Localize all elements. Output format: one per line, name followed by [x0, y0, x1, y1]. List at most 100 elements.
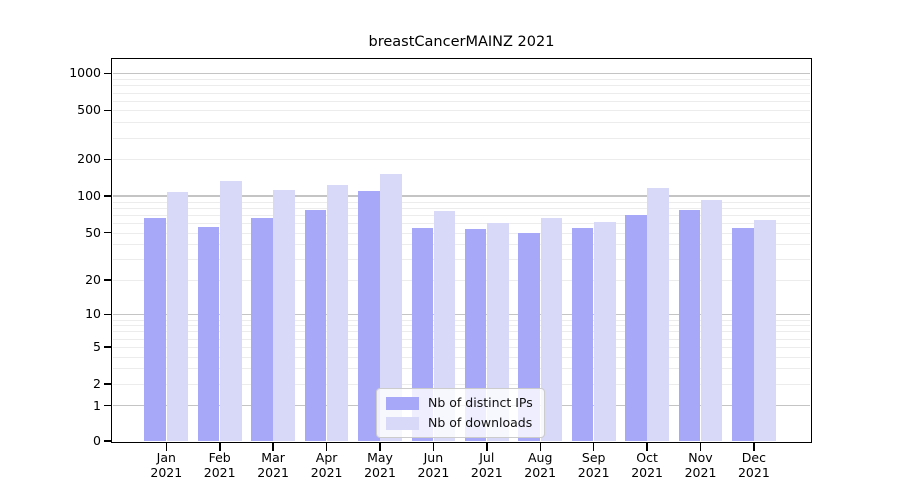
- bar-nb-of-distinct-ips-mar-2021: [251, 217, 273, 441]
- gridline-y-400: [113, 122, 810, 124]
- bar-nb-of-distinct-ips-feb-2021: [197, 226, 220, 441]
- bar-nb-of-distinct-ips-sep-2021: [571, 228, 594, 441]
- legend-label-distinct-ips: Nb of distinct IPs: [428, 395, 533, 410]
- gridline-y-5: [113, 346, 810, 348]
- bar-nb-of-distinct-ips-nov-2021: [678, 209, 701, 441]
- x-tick-jun-2021: [432, 443, 435, 451]
- gridline-y-500: [113, 110, 810, 112]
- bar-nb-of-distinct-ips-may-2021: [358, 190, 380, 441]
- y-tick-20: [104, 279, 111, 281]
- legend-swatch-downloads: [386, 416, 419, 430]
- y-tick-label-0: 0: [93, 433, 101, 448]
- x-tick-oct-2021: [646, 443, 648, 451]
- bar-nb-of-downloads-feb-2021: [220, 180, 242, 441]
- x-tick-jan-2021: [165, 443, 167, 451]
- y-tick-50: [104, 231, 111, 234]
- bar-nb-of-distinct-ips-jun-2021: [411, 227, 434, 441]
- bar-nb-of-downloads-dec-2021: [754, 219, 776, 441]
- gridline-y-30: [113, 259, 810, 261]
- gridline-y-20: [113, 279, 810, 281]
- gridline-y-4: [113, 356, 810, 358]
- bar-nb-of-distinct-ips-apr-2021: [304, 209, 327, 441]
- x-tick-label-nov-2021: Nov 2021: [684, 450, 717, 480]
- legend-swatch-distinct-ips: [386, 396, 419, 410]
- bar-nb-of-downloads-jun-2021: [433, 210, 456, 441]
- bar-nb-of-downloads-oct-2021: [647, 188, 669, 441]
- bar-nb-of-distinct-ips-oct-2021: [625, 214, 647, 441]
- gridline-y-100: [113, 195, 810, 197]
- x-tick-aug-2021: [539, 443, 541, 451]
- gridline-y-80: [113, 207, 810, 209]
- y-tick-label-2: 2: [93, 375, 101, 391]
- gridline-y-50: [113, 232, 810, 234]
- x-tick-label-feb-2021: Feb 2021: [203, 450, 236, 480]
- x-tick-apr-2021: [325, 443, 328, 451]
- gridline-y-700: [113, 92, 810, 94]
- gridline-y-3: [113, 368, 810, 370]
- bar-nb-of-downloads-apr-2021: [326, 185, 349, 441]
- x-tick-nov-2021: [699, 443, 702, 451]
- gridline-y-10: [113, 313, 810, 316]
- y-tick-5: [104, 346, 111, 348]
- bar-nb-of-distinct-ips-dec-2021: [732, 227, 754, 441]
- x-tick-label-jan-2021: Jan 2021: [150, 450, 183, 480]
- legend-item-downloads: Nb of downloads: [386, 416, 533, 430]
- y-tick-1000: [104, 72, 111, 75]
- gridline-y-8: [113, 325, 810, 327]
- gridline-y-40: [113, 244, 810, 246]
- x-tick-may-2021: [379, 443, 381, 451]
- chart-title: breastCancerMAINZ 2021: [368, 34, 555, 50]
- x-tick-label-dec-2021: Dec 2021: [737, 450, 770, 480]
- gridline-y-800: [113, 85, 810, 87]
- x-tick-sep-2021: [592, 443, 595, 451]
- gridline-y-7: [113, 331, 810, 333]
- gridline-y-900: [113, 79, 810, 81]
- bar-nb-of-downloads-jul-2021: [487, 222, 509, 441]
- bar-nb-of-downloads-nov-2021: [700, 199, 723, 441]
- gridline-y-2: [113, 383, 810, 385]
- gridline-y-70: [113, 214, 810, 216]
- x-tick-label-aug-2021: Aug 2021: [524, 450, 557, 480]
- bar-nb-of-distinct-ips-jan-2021: [144, 217, 166, 441]
- legend: Nb of distinct IPs Nb of downloads: [376, 388, 545, 438]
- gridline-y-1000: [113, 72, 810, 75]
- y-tick-label-50: 50: [85, 224, 101, 240]
- bar-nb-of-downloads-mar-2021: [273, 190, 295, 441]
- x-tick-feb-2021: [219, 443, 221, 451]
- y-tick-1: [104, 404, 111, 407]
- plot-area: Nb of distinct IPs Nb of downloads 0 1 2 5 1…: [69, 58, 812, 479]
- x-tick-jul-2021: [486, 443, 488, 451]
- x-tick-label-jun-2021: Jun 2021: [417, 450, 450, 480]
- y-tick-200: [104, 158, 111, 160]
- y-tick-label-5: 5: [93, 338, 101, 354]
- y-tick-label-500: 500: [77, 102, 101, 118]
- y-tick-label-20: 20: [85, 271, 101, 287]
- legend-item-distinct-ips: Nb of distinct IPs: [386, 396, 533, 410]
- x-tick-label-oct-2021: Oct 2021: [631, 450, 663, 480]
- y-tick-100: [104, 195, 111, 197]
- gridline-y-200: [113, 159, 810, 161]
- bar-nb-of-downloads-may-2021: [380, 173, 402, 441]
- y-tick-label-1: 1: [93, 397, 101, 413]
- y-tick-label-1000: 1000: [69, 65, 101, 81]
- x-tick-label-mar-2021: Mar 2021: [257, 450, 289, 480]
- y-tick-10: [104, 313, 111, 316]
- y-tick-label-10: 10: [85, 306, 101, 322]
- x-tick-label-may-2021: May 2021: [364, 450, 396, 480]
- x-tick-dec-2021: [753, 443, 755, 451]
- x-tick-label-apr-2021: Apr 2021: [310, 450, 343, 480]
- legend-label-downloads: Nb of downloads: [428, 415, 533, 430]
- y-tick-0: [104, 440, 111, 442]
- gridline-y-600: [113, 100, 810, 102]
- x-tick-label-jul-2021: Jul 2021: [470, 450, 503, 480]
- y-tick-500: [104, 109, 111, 112]
- bar-nb-of-downloads-sep-2021: [594, 222, 616, 441]
- gridline-y-9: [113, 319, 810, 321]
- bar-nb-of-downloads-aug-2021: [540, 217, 563, 441]
- gridline-y-90: [113, 201, 810, 203]
- bar-nb-of-downloads-jan-2021: [166, 191, 189, 441]
- gridline-y-60: [113, 222, 810, 224]
- x-tick-mar-2021: [272, 443, 274, 451]
- y-tick-2: [104, 383, 111, 385]
